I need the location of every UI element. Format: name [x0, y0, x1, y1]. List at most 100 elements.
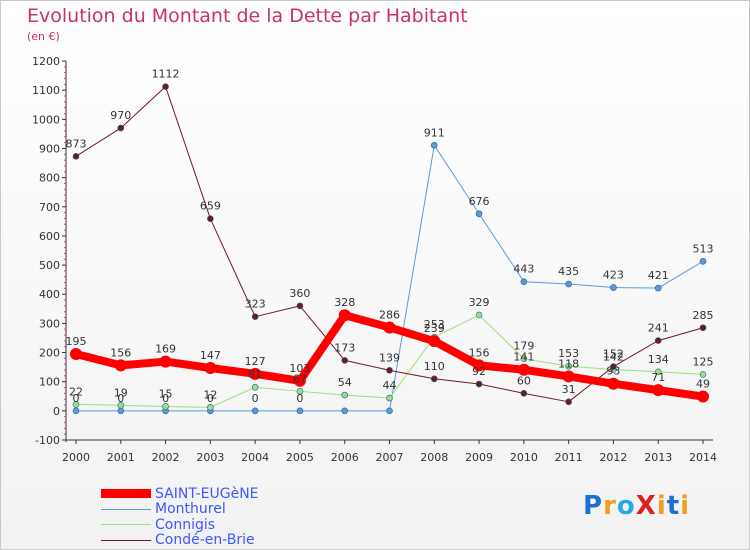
- data-point: [473, 359, 486, 372]
- y-tick-label: 800: [39, 172, 60, 185]
- data-point: [296, 388, 304, 395]
- data-point: [341, 391, 349, 399]
- x-tick-label: 2007: [376, 451, 404, 464]
- data-point: [386, 394, 393, 402]
- data-point: [383, 321, 396, 334]
- data-point: [341, 357, 349, 364]
- data-point: [386, 367, 393, 374]
- data-label: 49: [696, 378, 710, 391]
- data-point: [386, 407, 393, 415]
- data-label: 329: [469, 296, 490, 309]
- data-point: [70, 347, 82, 360]
- data-label: 141: [513, 351, 534, 364]
- data-label: 169: [155, 343, 176, 356]
- data-label: 12: [203, 388, 217, 401]
- data-label: 0: [207, 392, 214, 405]
- data-point: [117, 407, 125, 415]
- data-label: 153: [558, 347, 579, 360]
- x-tick-label: 2010: [510, 451, 538, 464]
- data-point: [159, 355, 172, 368]
- data-label: 127: [245, 355, 266, 368]
- data-point: [565, 362, 572, 370]
- data-label: 118: [558, 357, 579, 370]
- data-label: 139: [379, 351, 400, 364]
- data-label: 423: [603, 269, 624, 282]
- x-tick-label: 2005: [286, 451, 314, 464]
- x-tick-label: 2002: [152, 451, 180, 464]
- data-point: [475, 210, 483, 218]
- data-label: 156: [469, 346, 490, 359]
- data-label: 103: [289, 362, 310, 375]
- data-point: [565, 398, 572, 406]
- data-point: [296, 302, 304, 310]
- proxiti-logo: ProXiti: [583, 491, 691, 521]
- y-tick-label: 1100: [32, 84, 60, 97]
- y-tick-label: 600: [39, 230, 60, 243]
- legend-item: Condé-en-Brie: [101, 532, 259, 548]
- data-point: [207, 215, 214, 223]
- data-label: 970: [110, 109, 131, 122]
- legend-label: Monthurel: [155, 501, 226, 518]
- data-point: [296, 407, 304, 415]
- data-point: [654, 284, 662, 292]
- data-label: 125: [693, 355, 714, 368]
- data-point: [293, 374, 306, 387]
- data-label: 142: [603, 350, 624, 363]
- x-tick-label: 2004: [241, 451, 269, 464]
- legend-item: Monthurel: [101, 501, 259, 518]
- data-point: [520, 278, 528, 285]
- data-label: 92: [472, 365, 486, 378]
- data-point: [430, 375, 438, 383]
- legend-swatch: [101, 489, 151, 499]
- data-label: 253: [424, 318, 445, 331]
- data-point: [654, 337, 662, 344]
- data-point: [428, 335, 441, 348]
- y-tick-label: 1200: [32, 55, 60, 68]
- data-label: 179: [513, 340, 534, 353]
- data-label: 421: [648, 269, 669, 282]
- x-tick-label: 2000: [62, 451, 90, 464]
- data-label: 241: [648, 322, 669, 335]
- legend-item: Connigis: [101, 517, 259, 533]
- data-label: 156: [110, 346, 131, 359]
- data-point: [475, 311, 483, 319]
- chart-title: Evolution du Montant de la Dette par Hab…: [27, 5, 468, 27]
- data-label: 435: [558, 265, 579, 278]
- data-point: [697, 390, 709, 403]
- data-point: [251, 313, 259, 320]
- data-point: [72, 407, 80, 415]
- data-label: 911: [424, 126, 445, 139]
- y-tick-label: 1000: [32, 113, 60, 126]
- data-label: 54: [338, 376, 352, 389]
- data-label: 1112: [152, 68, 180, 81]
- y-tick-label: 100: [39, 376, 60, 389]
- data-point: [565, 280, 572, 288]
- data-label: 328: [334, 296, 355, 309]
- data-point: [338, 309, 351, 322]
- data-label: 443: [513, 263, 534, 276]
- data-point: [251, 383, 259, 391]
- data-label: 195: [66, 335, 87, 348]
- data-point: [251, 407, 259, 415]
- y-tick-label: 300: [39, 317, 60, 330]
- x-tick-label: 2008: [420, 451, 448, 464]
- y-tick-label: 200: [39, 347, 60, 360]
- data-label: 173: [334, 341, 355, 354]
- data-label: 0: [73, 392, 80, 405]
- data-point: [430, 141, 438, 149]
- data-label: 93: [606, 365, 620, 378]
- x-tick-label: 2013: [644, 451, 672, 464]
- data-label: 0: [117, 392, 124, 405]
- data-label: 81: [248, 368, 262, 381]
- x-tick-label: 2001: [107, 451, 135, 464]
- data-label: 19: [114, 386, 128, 399]
- data-point: [699, 371, 707, 378]
- x-tick-label: 2009: [465, 451, 493, 464]
- legend-swatch: [101, 508, 151, 510]
- data-label: 873: [66, 137, 87, 150]
- legend-item: SAINT-EUGèNE: [101, 486, 259, 502]
- x-tick-label: 2012: [599, 451, 627, 464]
- data-label: 31: [562, 383, 576, 396]
- data-point: [207, 404, 214, 411]
